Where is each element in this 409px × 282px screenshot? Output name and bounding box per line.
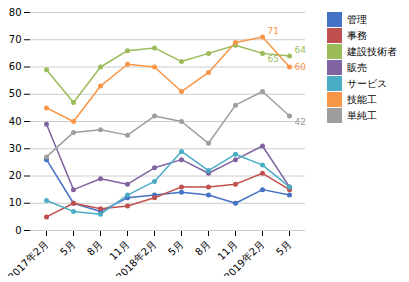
svg-text:60: 60	[295, 62, 307, 72]
html-text:単純工: 単純工	[347, 109, 377, 121]
svg-text:8月: 8月	[85, 238, 104, 257]
svg-text:2019年2月: 2019年2月	[222, 238, 266, 276]
svg-text:5月: 5月	[166, 238, 185, 257]
svg-text:5月: 5月	[58, 238, 77, 257]
svg-text:11月: 11月	[215, 238, 239, 262]
svg-text:5月: 5月	[274, 238, 293, 257]
svg-text:40: 40	[9, 116, 22, 127]
svg-text:50: 50	[9, 88, 22, 99]
svg-text:80: 80	[9, 7, 22, 18]
html-text:事務: 事務	[347, 29, 367, 41]
html-text:管理: 管理	[347, 13, 367, 25]
svg-text:30: 30	[9, 143, 22, 154]
html-text:技能工: 技能工	[347, 93, 377, 105]
svg-text:2018年2月: 2018年2月	[114, 238, 158, 276]
svg-text:42: 42	[295, 117, 306, 127]
html-text:サービス: サービス	[347, 77, 387, 89]
svg-text:2017年2月: 2017年2月	[6, 238, 50, 276]
svg-text:20: 20	[9, 170, 22, 181]
svg-text:11月: 11月	[107, 238, 131, 262]
svg-text:65: 65	[268, 54, 279, 64]
svg-text:71: 71	[268, 26, 279, 36]
svg-text:10: 10	[9, 197, 22, 208]
svg-text:64: 64	[295, 45, 307, 55]
svg-text:60: 60	[9, 61, 22, 72]
svg-text:8月: 8月	[193, 238, 212, 257]
html-text:販売: 販売	[347, 61, 367, 73]
html-text:建設技術者: 建設技術者	[347, 45, 397, 57]
svg-text:70: 70	[9, 34, 22, 45]
svg-text:0: 0	[15, 225, 21, 236]
